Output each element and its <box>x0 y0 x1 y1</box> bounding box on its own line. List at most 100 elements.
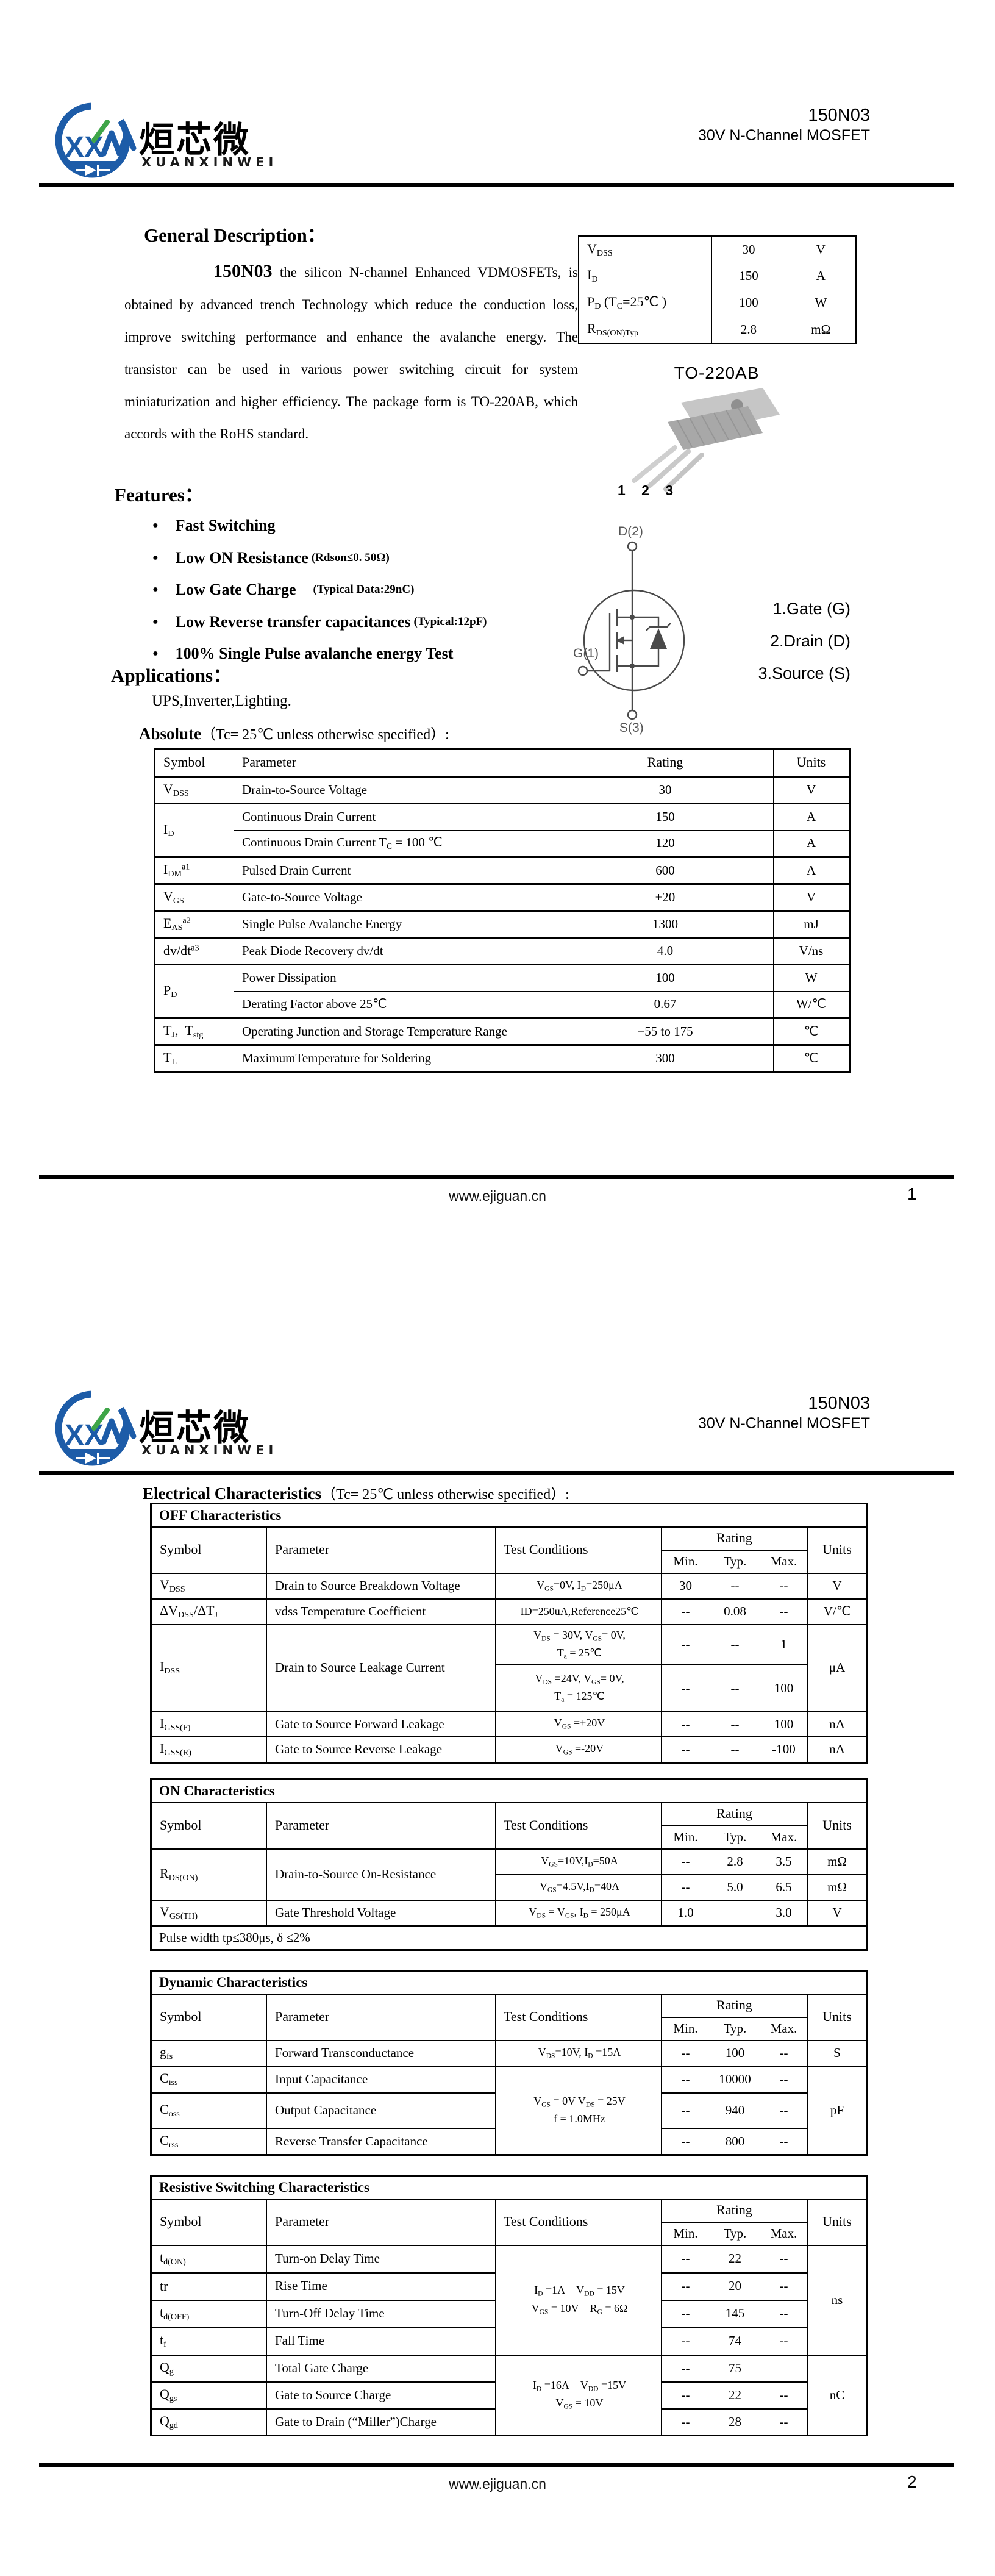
table-cell: 2.8 <box>711 316 786 344</box>
table-cell: -- <box>760 2039 808 2067</box>
dynamic-characteristics-table: Dynamic Characteristics Symbol Parameter Te… <box>150 1970 869 2156</box>
ec-heading-rest: （Tc= 25℃ unless otherwise specified）: <box>321 1487 569 1503</box>
table-cell: ns <box>807 2244 868 2356</box>
footer-website: www.ejiguan.cn <box>449 2476 546 2492</box>
table-cell: nC <box>807 2354 868 2436</box>
table-cell: V <box>807 1899 868 1927</box>
applications-text: UPS,Inverter,Lighting. <box>152 693 291 709</box>
table-cell: ℃ <box>773 1017 850 1045</box>
table-cell: -- <box>661 2408 710 2436</box>
bullet-icon: ● <box>152 552 159 563</box>
table-cell: VGS =+20V <box>495 1711 662 1738</box>
table-cell: Symbol <box>151 1801 267 1850</box>
table-cell: -- <box>661 1711 710 1738</box>
table-cell: Max. <box>760 1825 808 1850</box>
table-cell: Max. <box>760 1549 808 1574</box>
table-cell: V <box>773 883 850 911</box>
table-cell: Turn-on Delay Time <box>266 2244 496 2274</box>
header-part-info: 150N03 30V N-Channel MOSFET <box>698 1393 870 1433</box>
table-cell: ℃ <box>773 1044 850 1072</box>
pin-numbers-label: 1 2 3 <box>618 482 679 498</box>
table-cell: 3.5 <box>760 1848 808 1875</box>
table-cell: -- <box>661 1664 710 1712</box>
table-cell <box>760 2354 808 2383</box>
brand-name-cn: 烜芯微 <box>139 1407 251 1448</box>
table-cell: Symbol <box>151 2198 267 2246</box>
package-image: 1 2 3 <box>618 388 780 498</box>
feature-item: ● Low ON Resistance (Rdson≤0. 50Ω) <box>152 542 487 574</box>
feature-note: (Typical Data:29nC) <box>313 583 415 596</box>
gate-terminal-label: G(1) <box>573 646 599 660</box>
table-cell: Output Capacitance <box>266 2092 496 2129</box>
table-cell: -- <box>710 1664 760 1712</box>
table-cell: 100 <box>710 2039 760 2067</box>
table-cell: dv/dta3 <box>154 937 234 965</box>
page-number: 2 <box>907 2472 917 2491</box>
table-cell: 1 <box>760 1623 808 1666</box>
table-cell: Max. <box>760 2016 808 2041</box>
table-cell: Gate to Drain (“Miller”)Charge <box>266 2408 496 2436</box>
applications-heading: Applications： <box>111 665 232 686</box>
table-cell: EASa2 <box>154 910 234 938</box>
table-cell: RDS(ON)Typ <box>578 316 712 344</box>
table-cell: Min. <box>661 2016 710 2041</box>
table-cell: Qg <box>151 2354 267 2383</box>
data-table: Symbol Parameter Rating Units VDSS Drain-to-S… <box>154 748 851 1073</box>
bullet-icon: ● <box>152 616 159 627</box>
table-cell: Crss <box>151 2127 267 2156</box>
table-cell: -- <box>661 2354 710 2383</box>
table-cell: W <box>773 964 850 992</box>
brand-name-en: XUANXINWEI <box>141 155 278 170</box>
feature-note: (Rdson≤0. 50Ω) <box>311 551 390 564</box>
table-cell: VGS = 0V VDS = 25V f = 1.0MHz <box>495 2065 662 2156</box>
brand-name-en: XUANXINWEI <box>141 1443 278 1458</box>
absolute-heading-rest: （Tc= 25℃ unless otherwise specified）: <box>201 727 449 743</box>
summary-ratings-table: VDSS 30 V ID 150 A PD (TC=25℃ ) 100 W RDS(ON)Typ 2… <box>578 235 857 344</box>
part-subtitle: 30V N-Channel MOSFET <box>697 127 870 144</box>
pin-legend-source: 3.Source (S) <box>758 664 851 682</box>
table-cell: Max. <box>760 2221 808 2246</box>
table-cell: gfs <box>151 2039 267 2067</box>
table-cell: -- <box>710 1736 760 1764</box>
pin-legend: 1.Gate (G) 2.Drain (D) 3.Source (S) <box>695 593 851 690</box>
table-cell: Rating <box>661 2198 808 2223</box>
absolute-ratings-heading: Absolute（Tc= 25℃ unless otherwise specif… <box>139 722 449 743</box>
table-cell: V/ns <box>773 937 850 965</box>
table-cell: Qgs <box>151 2381 267 2410</box>
absolute-heading-bold: Absolute <box>139 724 202 743</box>
table-cell: Min. <box>661 2221 710 2246</box>
table-cell: Symbol <box>151 1526 267 1574</box>
table-cell: nA <box>807 1711 868 1738</box>
table-cell: −55 to 175 <box>557 1017 774 1045</box>
table-cell: VGS(TH) <box>151 1899 267 1927</box>
table-cell: -- <box>760 2381 808 2410</box>
table-cell: Drain-to-Source Voltage <box>234 776 557 804</box>
table-cell: nA <box>807 1736 868 1764</box>
table-cell: vdss Temperature Coefficient <box>266 1598 496 1625</box>
table-cell: -- <box>661 2092 710 2129</box>
table-cell: 74 <box>710 2327 760 2356</box>
package-name-label: TO-220AB <box>674 363 760 382</box>
table-cell: 1.0 <box>661 1899 710 1927</box>
general-description-paragraph: 150N03 the silicon N-channel Enhanced VD… <box>124 255 578 450</box>
table-cell: ID=250uA,Reference25℃ <box>495 1598 662 1625</box>
table-cell: Total Gate Charge <box>266 2354 496 2383</box>
table-cell: -- <box>760 2272 808 2301</box>
table-cell: Parameter <box>234 748 557 777</box>
general-description-text: the silicon N-channel Enhanced VDMOSFETs… <box>124 265 578 442</box>
table-cell: VDSS <box>578 235 712 263</box>
table-cell: 30 <box>661 1572 710 1600</box>
drain-terminal-label: D(2) <box>618 524 643 538</box>
table-cell: pF <box>807 2065 868 2156</box>
table-cell: Units <box>807 2198 868 2246</box>
page-number: 1 <box>907 1184 917 1203</box>
table-cell: 1300 <box>557 910 774 938</box>
table-cell: 0.67 <box>557 991 774 1018</box>
table-cell: -- <box>760 2244 808 2274</box>
table-cell: -- <box>661 1873 710 1901</box>
table-cell: -- <box>661 2127 710 2156</box>
table-cell: 145 <box>710 2299 760 2328</box>
table-cell: Test Conditions <box>495 1993 662 2041</box>
table-cell: -- <box>661 2272 710 2301</box>
table-cell: A <box>773 856 850 884</box>
